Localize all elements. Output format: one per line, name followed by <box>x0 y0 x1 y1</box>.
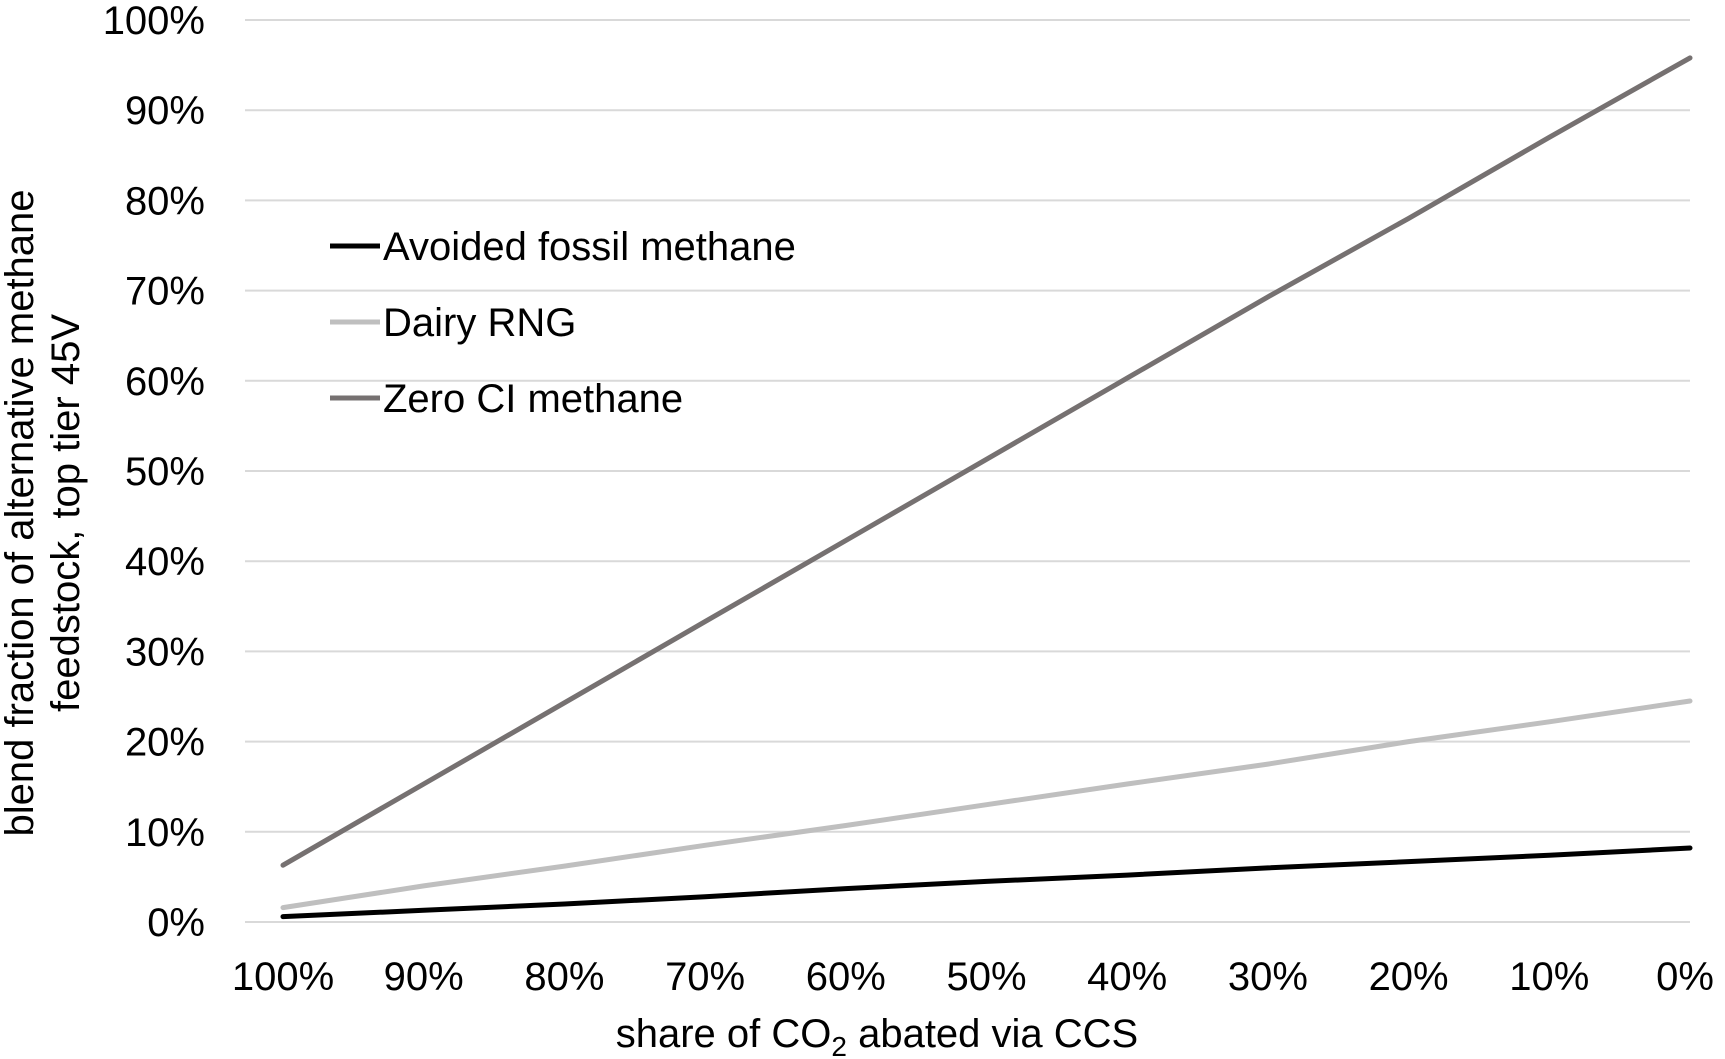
y-tick-label: 100% <box>103 0 205 43</box>
x-tick-label: 100% <box>232 955 334 999</box>
series-line-avoided-fossil-methane <box>280 845 1693 920</box>
y-axis-title-line-1: blend fraction of alternative methane <box>0 189 42 836</box>
x-axis-title: share of CO2 abated via CCS <box>616 1012 1139 1059</box>
x-tick-label: 30% <box>1228 955 1308 999</box>
y-tick-label: 90% <box>125 89 205 133</box>
data-series <box>280 55 1693 920</box>
y-tick-label: 20% <box>125 721 205 765</box>
y-tick-label: 30% <box>125 630 205 674</box>
y-tick-label: 60% <box>125 360 205 404</box>
x-tick-label: 40% <box>1087 955 1167 999</box>
y-tick-label: 40% <box>125 540 205 584</box>
x-tick-label: 0% <box>1656 955 1714 999</box>
x-tick-label: 50% <box>946 955 1026 999</box>
y-axis-tick-labels: 0% 10% 20% 30% 40% 50% 60% 70% 80% 90% 100% <box>103 0 205 945</box>
x-tick-label: 10% <box>1509 955 1589 999</box>
x-axis-title-part-2: abated via CCS <box>847 1012 1138 1056</box>
x-tick-label: 20% <box>1369 955 1449 999</box>
legend-label: Dairy RNG <box>383 301 576 345</box>
legend-label: Avoided fossil methane <box>383 225 796 269</box>
x-axis-title-subscript: 2 <box>831 1031 847 1059</box>
x-tick-label: 90% <box>384 955 464 999</box>
legend-item: Avoided fossil methane <box>330 225 796 269</box>
x-axis-tick-labels: 100% 90% 80% 70% 60% 50% 40% 30% 20% 10% 0% <box>232 955 1714 999</box>
legend-item: Zero CI methane <box>330 377 683 421</box>
y-tick-label: 50% <box>125 450 205 494</box>
legend-item: Dairy RNG <box>330 301 576 345</box>
x-tick-label: 60% <box>806 955 886 999</box>
legend-label: Zero CI methane <box>383 377 683 421</box>
series-line-dairy-rng <box>280 698 1693 911</box>
x-tick-label: 80% <box>524 955 604 999</box>
y-tick-label: 0% <box>147 901 205 945</box>
x-axis-title-part-1: share of CO <box>616 1012 832 1056</box>
y-tick-label: 70% <box>125 270 205 314</box>
y-axis-title-line-2: feedstock, top tier 45V <box>44 314 88 712</box>
legend: Avoided fossil methane Dairy RNG Zero CI m… <box>330 225 796 421</box>
x-tick-label: 70% <box>665 955 745 999</box>
y-tick-label: 10% <box>125 811 205 855</box>
series-line-zero-ci-methane <box>280 55 1693 868</box>
y-tick-label: 80% <box>125 179 205 223</box>
